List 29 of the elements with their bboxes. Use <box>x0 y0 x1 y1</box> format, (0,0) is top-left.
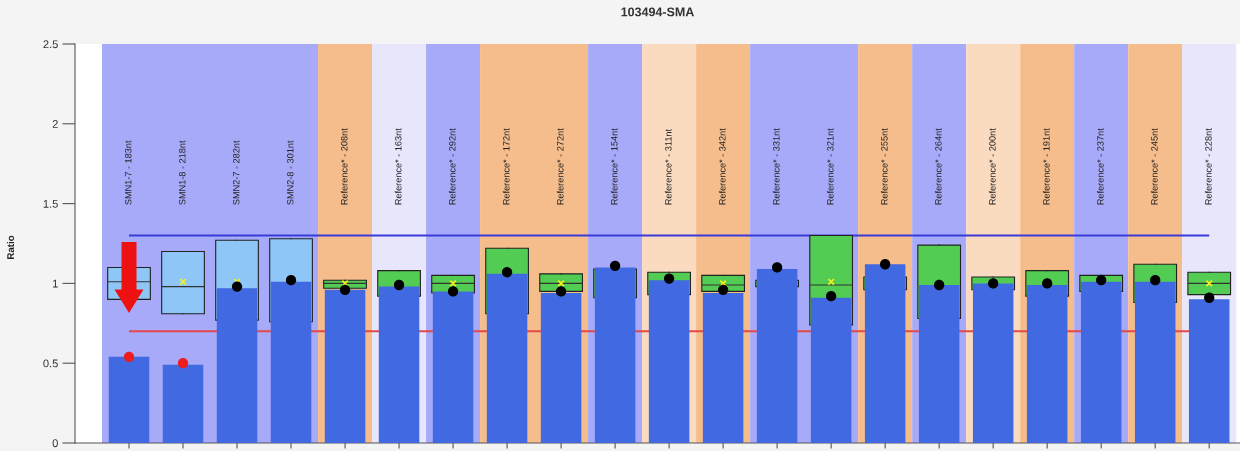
x-tick-label: Reference* - 172nt <box>502 128 510 205</box>
x-tick-label: Reference* - 208nt <box>340 128 348 205</box>
x-tick-label: SMN2-8 - 301nt <box>287 140 294 205</box>
x-tick-label: Reference* - 331nt <box>772 128 780 205</box>
y-tick-label: 1.5 <box>43 199 58 208</box>
y-tick-label: 1 <box>53 279 58 288</box>
y-axis-title: Ratio <box>6 235 15 259</box>
x-tick-label: Reference* - 311nt <box>664 128 672 205</box>
y-tick-label: 0.5 <box>43 359 58 368</box>
x-tick-label: Reference* - 228nt <box>1204 128 1212 205</box>
x-tick-label: Reference* - 342nt <box>718 128 726 205</box>
y-tick-label: 0 <box>52 439 58 448</box>
x-tick-label: Reference* - 245nt <box>1150 128 1158 205</box>
y-tick-label: 2 <box>52 120 58 128</box>
x-tick-label: Reference* - 200nt <box>988 128 996 205</box>
x-tick-label: Reference* - 272nt <box>556 128 564 205</box>
x-tick-label: Reference* - 237nt <box>1096 128 1104 205</box>
x-tick-label: Reference* - 292nt <box>448 128 456 205</box>
x-tick-label: Reference* - 321nt <box>826 128 834 205</box>
x-tick-label: SMN1-7 - 183nt <box>124 140 132 205</box>
x-tick-label: Reference* - 163nt <box>394 128 402 205</box>
y-tick-label: 2.5 <box>43 40 58 49</box>
x-tick-label: SMN2-7 - 282nt <box>233 140 240 205</box>
chart-title: 103494-SMA <box>621 7 694 17</box>
x-tick-label: Reference* - 191nt <box>1042 128 1050 205</box>
x-tick-label: Reference* - 264nt <box>934 128 942 205</box>
x-tick-label: Reference* - 255nt <box>880 128 888 205</box>
x-tick-label: Reference* - 154nt <box>610 128 618 205</box>
x-tick-label: SMN1-8 - 218nt <box>178 140 186 205</box>
